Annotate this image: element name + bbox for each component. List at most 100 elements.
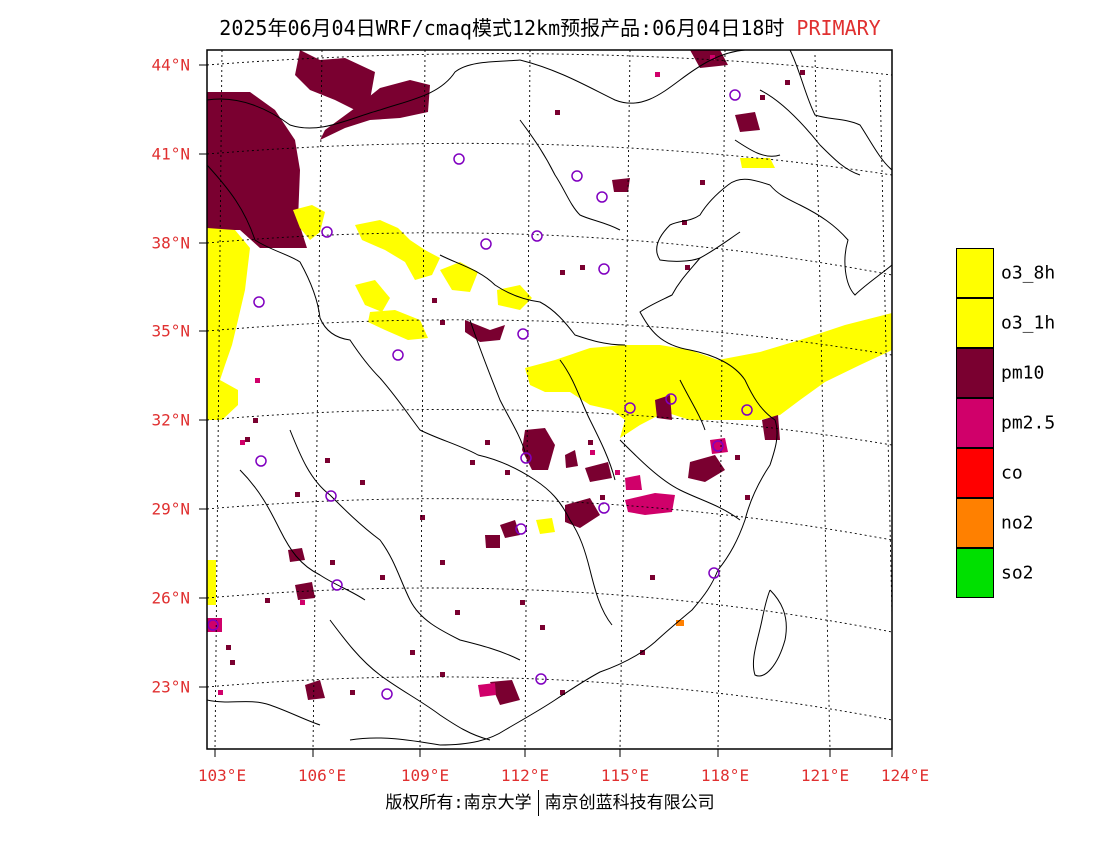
circle-icon	[321, 226, 333, 238]
circle-icon	[596, 191, 608, 203]
chart-title: 2025年06月04日WRF/cmaq模式12km预报产品:06月04日18时 P…	[0, 12, 1100, 41]
pm10-area	[655, 395, 672, 420]
o3-area	[368, 310, 428, 340]
circle-icon	[571, 170, 583, 182]
station-markers	[207, 89, 753, 700]
legend-swatch	[956, 498, 994, 548]
pm10-area	[305, 680, 325, 700]
o3-area	[536, 518, 555, 534]
circle-icon	[381, 688, 393, 700]
copyright-owner: 版权所有:南京大学	[385, 793, 532, 813]
pm10-area	[565, 498, 600, 528]
pm10-area	[585, 462, 612, 482]
legend-label: o3_8h	[1001, 262, 1056, 284]
circle-icon	[517, 328, 529, 340]
circle-icon	[598, 263, 610, 275]
pm10-area	[485, 535, 500, 548]
o3-area	[355, 280, 390, 312]
o3-area	[207, 228, 250, 420]
legend-item-so2: so2	[956, 548, 1100, 598]
pm10-area	[320, 80, 430, 140]
circle-icon	[480, 238, 492, 250]
lat-label: 44°N	[151, 55, 190, 75]
o3-area	[207, 560, 216, 605]
pm10-area	[207, 92, 307, 248]
graticule	[207, 50, 892, 749]
legend-label: pm2.5	[1001, 412, 1056, 434]
pm25-area	[478, 683, 496, 697]
lat-label: 23°N	[151, 677, 190, 697]
legend-swatch	[956, 548, 994, 598]
lat-label: 38°N	[151, 233, 190, 253]
circle-icon	[253, 296, 265, 308]
pm10-area	[288, 548, 305, 562]
circle-icon	[624, 402, 636, 414]
lat-label: 29°N	[151, 499, 190, 519]
pm10-area	[735, 112, 760, 132]
circle-icon	[598, 502, 610, 514]
legend: o3_8h o3_1h pm10 pm2.5 co no2 so2	[956, 248, 1100, 598]
lon-label: 115°E	[600, 766, 650, 785]
o3-area	[293, 205, 325, 240]
no2-area	[676, 620, 684, 626]
circle-icon	[325, 490, 337, 502]
circle-icon	[520, 452, 532, 464]
pm25-area	[625, 493, 675, 515]
pm10-area	[295, 582, 315, 600]
legend-item-co: co	[956, 448, 1100, 498]
boundary-lines	[207, 50, 892, 746]
pm10-area	[690, 50, 728, 68]
legend-label: o3_1h	[1001, 312, 1056, 334]
axis-ticks	[199, 64, 893, 757]
pm10-area	[295, 50, 375, 110]
circle-icon	[729, 89, 741, 101]
circle-icon	[741, 404, 753, 416]
pm10-area	[612, 178, 630, 192]
circle-icon	[515, 523, 527, 535]
circle-icon	[531, 230, 543, 242]
pm10-area	[688, 455, 725, 482]
lat-label: 26°N	[151, 588, 190, 608]
circle-icon	[392, 349, 404, 361]
lat-label: 35°N	[151, 321, 190, 341]
circle-icon	[453, 153, 465, 165]
circle-icon	[331, 579, 343, 591]
legend-item-pm25: pm2.5	[956, 398, 1100, 448]
copyright-company: 南京创蓝科技有限公司	[544, 793, 715, 813]
lon-label: 121°E	[800, 766, 850, 785]
pm25-area	[207, 618, 222, 632]
copyright-footer: 版权所有:南京大学 南京创蓝科技有限公司	[0, 788, 1100, 816]
pm10-area	[500, 520, 520, 538]
legend-item-pm10: pm10	[956, 348, 1100, 398]
pm10-area	[565, 450, 578, 468]
legend-swatch	[956, 348, 994, 398]
legend-item-no2: no2	[956, 498, 1100, 548]
legend-swatch	[956, 248, 994, 298]
lon-label: 103°E	[197, 766, 247, 785]
circle-icon	[535, 673, 547, 685]
legend-swatch	[956, 298, 994, 348]
o3-area	[355, 220, 440, 280]
map-frame	[206, 49, 893, 750]
legend-swatch	[956, 448, 994, 498]
lon-label: 112°E	[500, 766, 550, 785]
o3-area	[525, 313, 892, 438]
pm10-area	[522, 428, 555, 470]
legend-label: so2	[1001, 562, 1034, 584]
o3-area	[497, 285, 532, 310]
lat-label: 32°N	[151, 410, 190, 430]
lon-label: 106°E	[297, 766, 347, 785]
pollutant-fields	[207, 50, 892, 705]
circle-icon	[665, 393, 677, 405]
circle-icon	[712, 440, 724, 452]
circle-icon	[708, 567, 720, 579]
o3-area	[440, 262, 478, 292]
circle-icon	[255, 455, 267, 467]
legend-label: no2	[1001, 512, 1034, 534]
legend-item-o3-1h: o3_1h	[956, 298, 1100, 348]
legend-swatch	[956, 398, 994, 448]
legend-label: co	[1001, 462, 1023, 484]
lon-label: 124°E	[880, 766, 930, 785]
legend-item-o3-8h: o3_8h	[956, 248, 1100, 298]
